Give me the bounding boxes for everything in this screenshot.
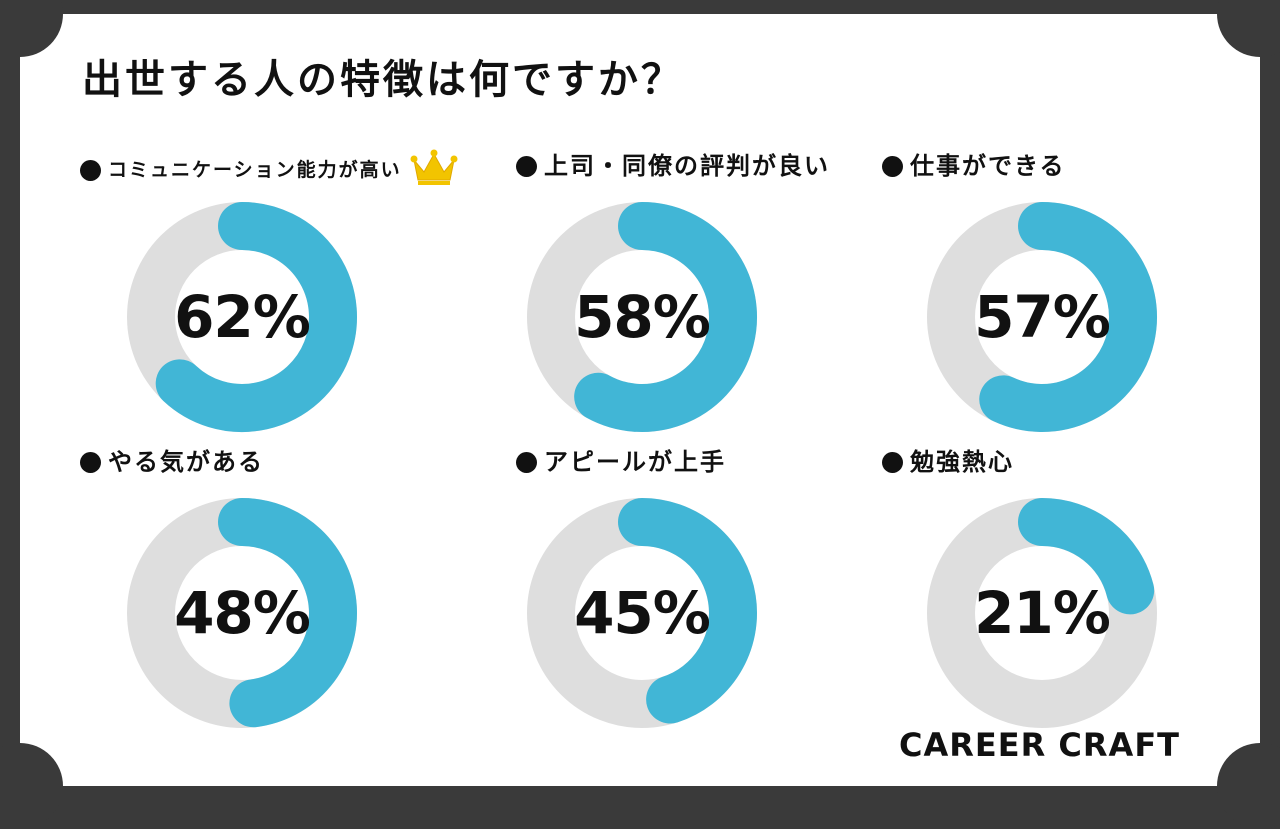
item-label-text: 勉強熱心 [910, 448, 1014, 476]
item-label: コミュニケーション能力が高い [80, 149, 458, 186]
donut-segment [979, 202, 1157, 432]
chart-cell: 仕事ができる 57% [882, 154, 1262, 454]
corner-notch [0, 0, 63, 57]
donut-chart: 21% [922, 493, 1162, 733]
bullet-icon [80, 451, 101, 473]
donut-value-label: 57% [974, 283, 1111, 351]
item-label: やる気がある [80, 450, 264, 474]
chart-cell: 勉強熱心 21% [882, 450, 1262, 750]
donut-segment [1018, 498, 1155, 615]
donut-segment [618, 498, 757, 724]
crown-icon [410, 149, 458, 185]
chart-cell: 上司・同僚の評判が良い 58% [516, 154, 896, 454]
donut-value-label: 58% [574, 283, 711, 351]
donut-chart: 58% [522, 197, 762, 437]
item-label-text: やる気がある [108, 448, 264, 476]
donut-segment [574, 202, 757, 432]
donut-value-label: 45% [574, 579, 711, 647]
donut-chart: 45% [522, 493, 762, 733]
bullet-icon [516, 451, 537, 473]
donut-value-label: 21% [974, 579, 1111, 647]
chart-cell: やる気がある 48% [80, 450, 460, 750]
bullet-icon [882, 451, 903, 473]
bullet-icon [516, 155, 537, 177]
item-label: 上司・同僚の評判が良い [516, 154, 830, 178]
corner-notch [1217, 0, 1280, 57]
donut-value-label: 62% [174, 283, 311, 351]
item-label: 仕事ができる [882, 154, 1066, 178]
donut-segment [218, 498, 357, 728]
bullet-icon [80, 159, 101, 181]
donut-value-label: 48% [174, 579, 311, 647]
brand-logo: CAREER CRAFT [899, 726, 1180, 764]
item-label-text: コミュニケーション能力が高い [108, 158, 402, 181]
donut-chart: 62% [122, 197, 362, 437]
item-label: 勉強熱心 [882, 450, 1014, 474]
donut-chart: 57% [922, 197, 1162, 437]
chart-cell: アピールが上手 45% [516, 450, 896, 750]
donut-chart: 48% [122, 493, 362, 733]
page-title: 出世する人の特徴は何ですか？ [82, 57, 684, 103]
chart-cell: コミュニケーション能力が高い 62% [80, 149, 460, 454]
corner-notch [1217, 743, 1280, 829]
donut-segment [155, 202, 357, 432]
item-label-text: 上司・同僚の評判が良い [544, 152, 830, 180]
corner-notch [0, 743, 63, 829]
bullet-icon [882, 155, 903, 177]
item-label-text: 仕事ができる [910, 152, 1066, 180]
item-label-text: アピールが上手 [544, 448, 726, 476]
item-label: アピールが上手 [516, 450, 726, 474]
